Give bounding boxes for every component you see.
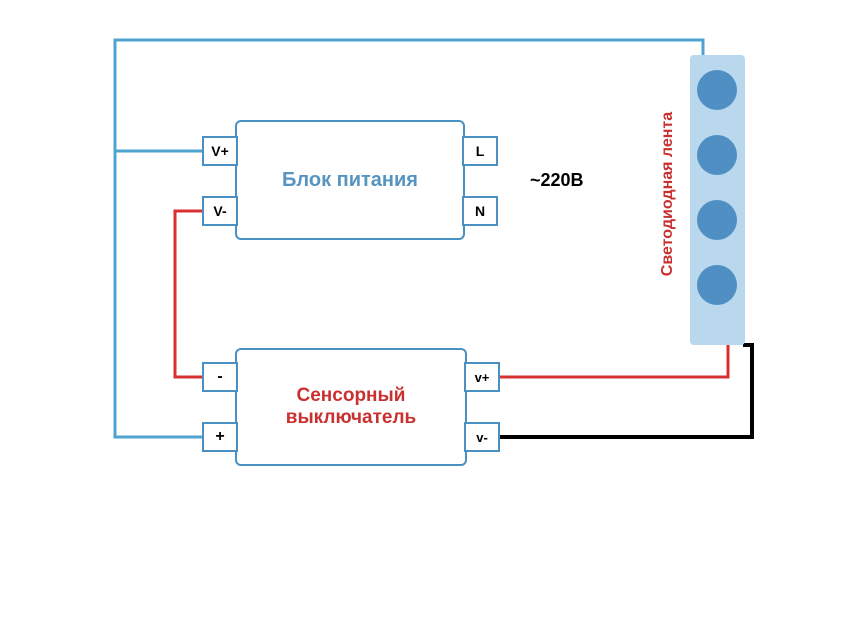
led-strip-label: Светодиодная лента — [659, 94, 677, 294]
psu-terminal-n: N — [462, 196, 498, 226]
led-dot — [697, 265, 737, 305]
led-dot — [697, 70, 737, 110]
led-dot — [697, 135, 737, 175]
psu-terminal-v-minus: V- — [202, 196, 238, 226]
switch-terminal-v-minus: v- — [464, 422, 500, 452]
psu-terminal-l: L — [462, 136, 498, 166]
psu-label: Блок питания — [282, 169, 418, 192]
led-dot — [697, 200, 737, 240]
diagram-canvas: Блок питания V+ V- L N Сенсорный выключа… — [0, 0, 850, 622]
psu-terminal-v-plus: V+ — [202, 136, 238, 166]
switch-terminal-v-plus: v+ — [464, 362, 500, 392]
switch-label-line1: Сенсорный — [286, 385, 416, 407]
switch-block: Сенсорный выключатель — [235, 348, 467, 466]
voltage-label: ~220В — [530, 170, 584, 191]
switch-terminal-minus: - — [202, 362, 238, 392]
switch-terminal-plus: + — [202, 422, 238, 452]
psu-block: Блок питания — [235, 120, 465, 240]
switch-label-line2: выключатель — [286, 407, 416, 429]
